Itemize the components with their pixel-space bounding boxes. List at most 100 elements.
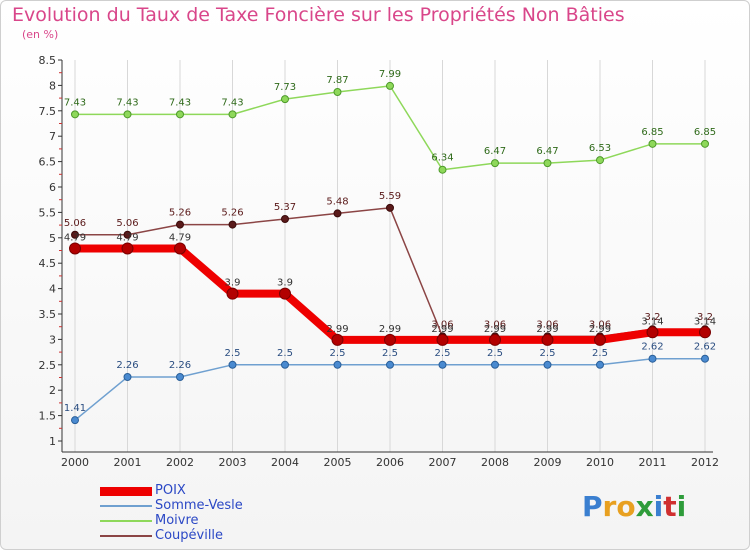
y-tick-label: 1 [49,435,56,448]
data-label: 7.73 [274,82,296,93]
chart-title: Evolution du Taux de Taxe Foncière sur l… [12,4,625,26]
x-tick-label: 2009 [534,456,562,469]
data-point [701,139,709,148]
data-label: 4.79 [169,232,191,243]
data-label: 7.43 [64,97,86,108]
y-tick-label: 3 [49,333,56,346]
legend-label: Coupéville [155,528,224,543]
data-point [541,333,554,346]
data-label: 3.9 [225,278,241,289]
data-point [701,354,709,363]
data-label: 2.5 [277,348,293,359]
data-label: 2.26 [169,360,191,371]
data-point [331,333,344,346]
data-label: 3.06 [589,319,611,330]
data-label: 2.5 [592,348,608,359]
data-label: 2.5 [487,348,503,359]
data-label: 3.06 [431,319,453,330]
data-label: 6.53 [589,143,611,154]
y-tick-label: 1.5 [39,410,57,423]
data-point [333,360,342,369]
x-tick-label: 2012 [691,456,719,469]
legend-label: Somme-Vesle [155,498,243,513]
data-label: 2.99 [536,324,558,335]
data-point [281,95,289,104]
data-point [491,159,499,168]
data-point [71,416,79,425]
y-tick-label: 4 [49,283,56,296]
y-tick-label: 8.5 [39,54,57,67]
data-label: 2.99 [379,324,401,335]
data-point [176,110,184,119]
data-point [71,110,79,119]
data-point [699,326,711,339]
y-tick-label: 6 [49,181,56,194]
data-label: 5.48 [326,196,348,207]
legend-swatch-coupeville [100,535,152,537]
y-tick-label: 6.5 [39,156,57,169]
data-point [228,110,237,119]
data-label: 2.62 [641,342,663,353]
legend-swatch-moivre [100,520,152,522]
data-label: 7.43 [221,97,243,108]
y-tick-label: 7 [49,130,56,143]
data-point [596,360,604,369]
data-label: 3.14 [641,316,663,327]
data-label: 5.06 [116,218,138,229]
data-point [281,360,289,369]
data-point [333,209,342,218]
data-label: 2.62 [694,342,716,353]
data-label: 6.85 [641,127,663,138]
data-point [436,333,449,346]
x-tick-label: 2010 [586,456,614,469]
data-label: 5.37 [274,202,296,213]
data-point [648,354,657,363]
x-tick-label: 2001 [114,456,142,469]
y-tick-label: 4.5 [39,257,57,270]
data-label: 3.14 [694,316,716,327]
x-tick-label: 2006 [376,456,404,469]
x-tick-label: 2005 [324,456,352,469]
y-tick-label: 2.5 [39,359,57,372]
data-point [386,360,394,369]
x-tick-label: 2008 [481,456,509,469]
x-tick-label: 2011 [639,456,667,469]
data-point [491,360,499,369]
data-label: 5.06 [64,218,86,229]
data-label: 2.99 [484,324,506,335]
data-label: 6.47 [536,146,558,157]
data-point [279,287,291,300]
data-labels: 7.43 7.43 7.43 7.43 7.73 7.87 7.99 6.34 6.47 6.47… [64,69,716,414]
data-label: 7.99 [379,69,401,80]
data-point [123,372,132,381]
y-unit-label: (en %) [22,28,59,41]
data-label: 2.5 [225,348,241,359]
data-point [594,333,606,346]
data-label: 7.43 [169,97,191,108]
y-tick-label: 5.5 [39,206,57,219]
data-point [228,360,237,369]
data-point [596,156,604,165]
proxiti-logo: Proxiti [582,490,687,523]
y-tick-label: 8 [49,79,56,92]
data-point [438,360,447,369]
x-tick-label: 2003 [219,456,247,469]
data-label: 2.99 [589,324,611,335]
data-point [543,360,552,369]
data-point [69,242,81,255]
data-label: 6.34 [431,153,453,164]
data-point [438,165,447,174]
data-label: 5.26 [169,208,191,219]
data-label: 2.5 [382,348,398,359]
data-point [543,159,552,168]
grid [74,60,706,452]
data-point [333,88,342,97]
data-label: 3.2 [697,312,713,323]
y-tick-label: 7.5 [39,105,57,118]
y-tick-label: 2 [49,384,56,397]
data-label: 6.85 [694,127,716,138]
x-tick-label: 2000 [61,456,89,469]
data-label: 4.79 [64,232,86,243]
